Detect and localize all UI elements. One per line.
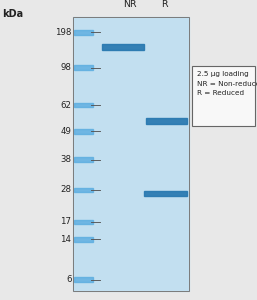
Text: 62: 62 bbox=[60, 100, 71, 109]
Bar bbox=[74, 237, 93, 242]
Bar bbox=[74, 30, 93, 34]
Bar bbox=[73, 16, 189, 291]
Bar bbox=[74, 157, 93, 162]
Bar bbox=[74, 103, 93, 107]
Bar bbox=[144, 190, 187, 196]
Text: 49: 49 bbox=[61, 127, 71, 136]
Bar bbox=[192, 66, 255, 126]
Text: 98: 98 bbox=[61, 63, 71, 72]
Text: NR: NR bbox=[123, 0, 137, 9]
Text: 2.5 μg loading
NR = Non-reduced
R = Reduced: 2.5 μg loading NR = Non-reduced R = Redu… bbox=[197, 71, 257, 96]
Bar bbox=[102, 44, 144, 50]
Text: 17: 17 bbox=[60, 218, 71, 226]
Bar bbox=[74, 220, 93, 224]
Bar bbox=[74, 65, 93, 70]
Bar bbox=[74, 188, 93, 192]
Text: 6: 6 bbox=[66, 275, 71, 284]
Bar bbox=[73, 16, 189, 291]
Text: R: R bbox=[161, 0, 168, 9]
Bar bbox=[74, 129, 93, 134]
Text: 28: 28 bbox=[60, 185, 71, 194]
Text: 198: 198 bbox=[55, 28, 71, 37]
Text: 38: 38 bbox=[60, 155, 71, 164]
Text: 14: 14 bbox=[60, 235, 71, 244]
Text: kDa: kDa bbox=[3, 9, 24, 19]
Bar bbox=[146, 118, 187, 124]
Bar bbox=[74, 277, 93, 282]
